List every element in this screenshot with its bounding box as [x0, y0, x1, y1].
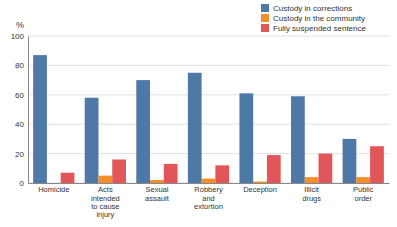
legend-label: Custody in corrections	[273, 4, 352, 13]
x-tick-label-line: drugs	[302, 194, 321, 203]
x-tick-label-line: assault	[145, 194, 170, 203]
y-tick-label: 100	[11, 32, 25, 41]
x-tick: Actsintendedto causeinjury	[91, 183, 120, 219]
bar	[356, 177, 370, 183]
y-tick-label: 40	[15, 120, 24, 129]
legend-item: Custody in corrections	[261, 4, 352, 13]
x-axis-line	[29, 183, 390, 184]
x-axis: Homicide Actsintendedto causeinjury Sexual…	[29, 183, 390, 219]
x-tick-label: Publicorder	[353, 185, 374, 202]
grid-line	[28, 36, 389, 37]
legend-label: Fully suspended sentence	[273, 24, 367, 33]
x-tick-label: Actsintendedto causeinjury	[91, 185, 120, 219]
y-tick: 100	[11, 32, 28, 41]
x-tick-label: Illicitdrugs	[302, 185, 321, 202]
y-tick: 20	[15, 150, 28, 159]
y-tick: 80	[15, 61, 28, 70]
legend-swatch	[261, 4, 269, 12]
x-tick: Sexualassault	[145, 183, 170, 203]
bar	[305, 177, 319, 183]
bar	[33, 55, 47, 183]
bar	[188, 73, 202, 183]
legend: Custody in correctionsCustody in the com…	[261, 4, 367, 33]
x-tick-label: Robberyandextortion	[194, 185, 223, 211]
grid-line	[28, 65, 389, 66]
bars	[33, 55, 384, 183]
x-tick-label-line: injury	[96, 210, 114, 219]
chart: 0 20 40 60 80 100 Homicide Actsintendedto cause…	[0, 0, 397, 227]
bar-series	[33, 55, 356, 183]
bar	[370, 146, 384, 183]
bar	[150, 180, 164, 183]
bar	[164, 164, 178, 183]
legend-item: Fully suspended sentence	[261, 24, 367, 33]
bar	[61, 173, 75, 183]
grid-line	[28, 124, 389, 125]
bar	[85, 98, 99, 183]
legend-swatch	[261, 14, 269, 22]
bar	[202, 179, 216, 183]
x-tick-label-line: Homicide	[38, 185, 69, 194]
x-tick-label: Deception	[243, 185, 277, 194]
bar	[291, 96, 305, 183]
x-tick-label: Sexualassault	[145, 185, 170, 202]
bar	[136, 80, 150, 183]
x-tick: Homicide	[38, 183, 69, 194]
y-tick-label: 0	[20, 179, 25, 188]
y-axis-title: %	[16, 20, 24, 30]
bar	[112, 159, 126, 183]
y-tick-label: 80	[15, 61, 24, 70]
bar	[253, 182, 267, 183]
y-axis: 0 20 40 60 80 100	[11, 32, 29, 188]
bar	[215, 165, 229, 183]
x-tick-label-line: extortion	[194, 202, 223, 211]
x-tick: Illicitdrugs	[302, 183, 321, 203]
x-tick-label-line: order	[354, 194, 372, 203]
legend-label: Custody in the community	[273, 14, 365, 23]
y-tick-label: 60	[15, 91, 24, 100]
y-axis-line	[28, 37, 29, 184]
legend-item: Custody in the community	[261, 14, 365, 23]
legend-swatch	[261, 24, 269, 32]
bar	[239, 93, 253, 183]
bar	[98, 176, 112, 183]
x-tick-label: Homicide	[38, 185, 69, 194]
bar-series	[61, 146, 384, 183]
plot: 0 20 40 60 80 100 Homicide Actsintendedto cause…	[11, 32, 390, 219]
x-tick: Publicorder	[353, 183, 374, 203]
bar	[47, 183, 61, 184]
bar	[267, 155, 281, 183]
bar	[343, 139, 357, 183]
y-tick: 40	[15, 120, 28, 129]
x-tick: Deception	[243, 183, 277, 194]
grid-line	[28, 94, 389, 95]
grid	[28, 36, 389, 183]
y-tick: 60	[15, 91, 28, 100]
x-tick: Robberyandextortion	[194, 183, 223, 211]
grid-line	[28, 153, 389, 154]
y-tick: 0	[20, 179, 28, 188]
x-tick-label-line: Deception	[243, 185, 277, 194]
bar	[319, 154, 333, 183]
y-tick-label: 20	[15, 150, 24, 159]
